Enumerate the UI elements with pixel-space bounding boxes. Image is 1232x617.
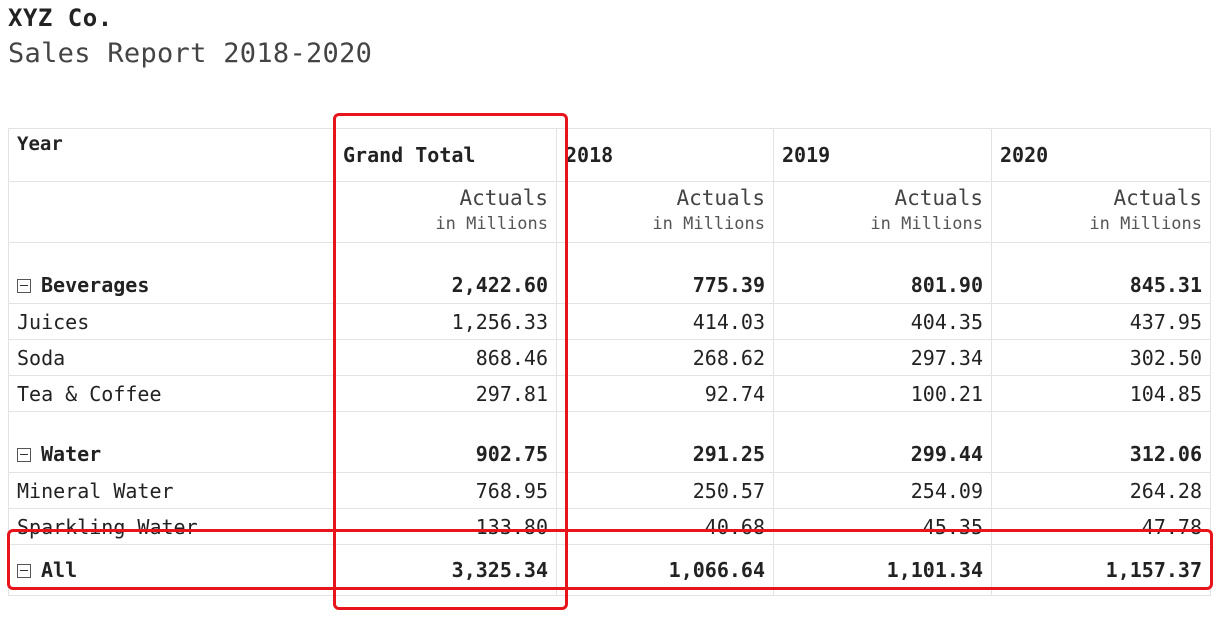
value-cell: 45.35	[773, 508, 992, 545]
measure-header-blank	[8, 181, 335, 243]
unit-label: in Millions	[870, 214, 983, 234]
all-label: All	[8, 544, 335, 596]
value-cell: 868.46	[334, 339, 557, 376]
measure-header: Actuals in Millions	[556, 181, 774, 243]
collapse-icon[interactable]	[17, 564, 31, 578]
measure-header-row: Actuals in Millions Actuals in Millions Ac…	[8, 181, 1211, 243]
value-cell: 302.50	[991, 339, 1211, 376]
group-total-cell: 2,422.60	[334, 242, 557, 304]
group-name: Beverages	[41, 273, 150, 297]
value-cell: 404.35	[773, 303, 992, 340]
col-header-2020[interactable]: 2020	[991, 128, 1211, 182]
table-row: Tea & Coffee 297.81 92.74 100.21 104.85	[8, 375, 1211, 412]
item-name: Sparkling Water	[8, 508, 335, 545]
measure-label: Actuals	[1113, 186, 1202, 210]
company-name: XYZ Co.	[8, 4, 113, 32]
value-cell: 1,256.33	[334, 303, 557, 340]
group-name: Water	[41, 442, 102, 466]
item-name: Tea & Coffee	[8, 375, 335, 412]
value-cell: 264.28	[991, 472, 1211, 509]
group-total-cell: 902.75	[334, 411, 557, 473]
value-cell: 768.95	[334, 472, 557, 509]
value-cell: 414.03	[556, 303, 774, 340]
group-total-cell: 801.90	[773, 242, 992, 304]
all-name: All	[41, 558, 78, 582]
col-header-grand-total[interactable]: Grand Total	[334, 128, 557, 182]
group-total-cell: 299.44	[773, 411, 992, 473]
measure-label: Actuals	[459, 186, 548, 210]
measure-label: Actuals	[894, 186, 983, 210]
collapse-icon[interactable]	[17, 448, 31, 462]
report-subtitle: Sales Report 2018-2020	[8, 38, 373, 69]
unit-label: in Millions	[1089, 214, 1202, 234]
value-cell: 437.95	[991, 303, 1211, 340]
col-header-2018[interactable]: 2018	[556, 128, 774, 182]
grand-total-cell: 1,066.64	[556, 544, 774, 596]
group-label: Beverages	[8, 242, 335, 304]
table-row: Juices 1,256.33 414.03 404.35 437.95	[8, 303, 1211, 340]
group-total-cell: 775.39	[556, 242, 774, 304]
item-name: Soda	[8, 339, 335, 376]
table-row: Mineral Water 768.95 250.57 254.09 264.2…	[8, 472, 1211, 509]
col-header-2019[interactable]: 2019	[773, 128, 992, 182]
group-label: Water	[8, 411, 335, 473]
value-cell: 297.81	[334, 375, 557, 412]
value-cell: 40.68	[556, 508, 774, 545]
unit-label: in Millions	[652, 214, 765, 234]
table-row: Soda 868.46 268.62 297.34 302.50	[8, 339, 1211, 376]
value-cell: 133.80	[334, 508, 557, 545]
group-total-cell: 845.31	[991, 242, 1211, 304]
value-cell: 104.85	[991, 375, 1211, 412]
value-cell: 92.74	[556, 375, 774, 412]
group-total-cell: 291.25	[556, 411, 774, 473]
group-total-cell: 312.06	[991, 411, 1211, 473]
value-cell: 47.78	[991, 508, 1211, 545]
grand-total-row: All 3,325.34 1,066.64 1,101.34 1,157.37	[8, 544, 1211, 596]
value-cell: 100.21	[773, 375, 992, 412]
grand-total-cell: 1,101.34	[773, 544, 992, 596]
measure-header: Actuals in Millions	[991, 181, 1211, 243]
sales-pivot-table: Year Grand Total 2018 2019 2020 Actuals i…	[8, 128, 1211, 596]
measure-header: Actuals in Millions	[334, 181, 557, 243]
value-cell: 254.09	[773, 472, 992, 509]
group-row-beverages: Beverages 2,422.60 775.39 801.90 845.31	[8, 242, 1211, 304]
year-label: Year	[8, 128, 335, 182]
grand-total-cell: 1,157.37	[991, 544, 1211, 596]
value-cell: 268.62	[556, 339, 774, 376]
item-name: Mineral Water	[8, 472, 335, 509]
collapse-icon[interactable]	[17, 279, 31, 293]
item-name: Juices	[8, 303, 335, 340]
measure-header: Actuals in Millions	[773, 181, 992, 243]
unit-label: in Millions	[435, 214, 548, 234]
measure-label: Actuals	[676, 186, 765, 210]
table-row: Sparkling Water 133.80 40.68 45.35 47.78	[8, 508, 1211, 545]
year-header-row: Year Grand Total 2018 2019 2020	[8, 128, 1211, 182]
value-cell: 250.57	[556, 472, 774, 509]
group-row-water: Water 902.75 291.25 299.44 312.06	[8, 411, 1211, 473]
value-cell: 297.34	[773, 339, 992, 376]
grand-total-cell: 3,325.34	[334, 544, 557, 596]
